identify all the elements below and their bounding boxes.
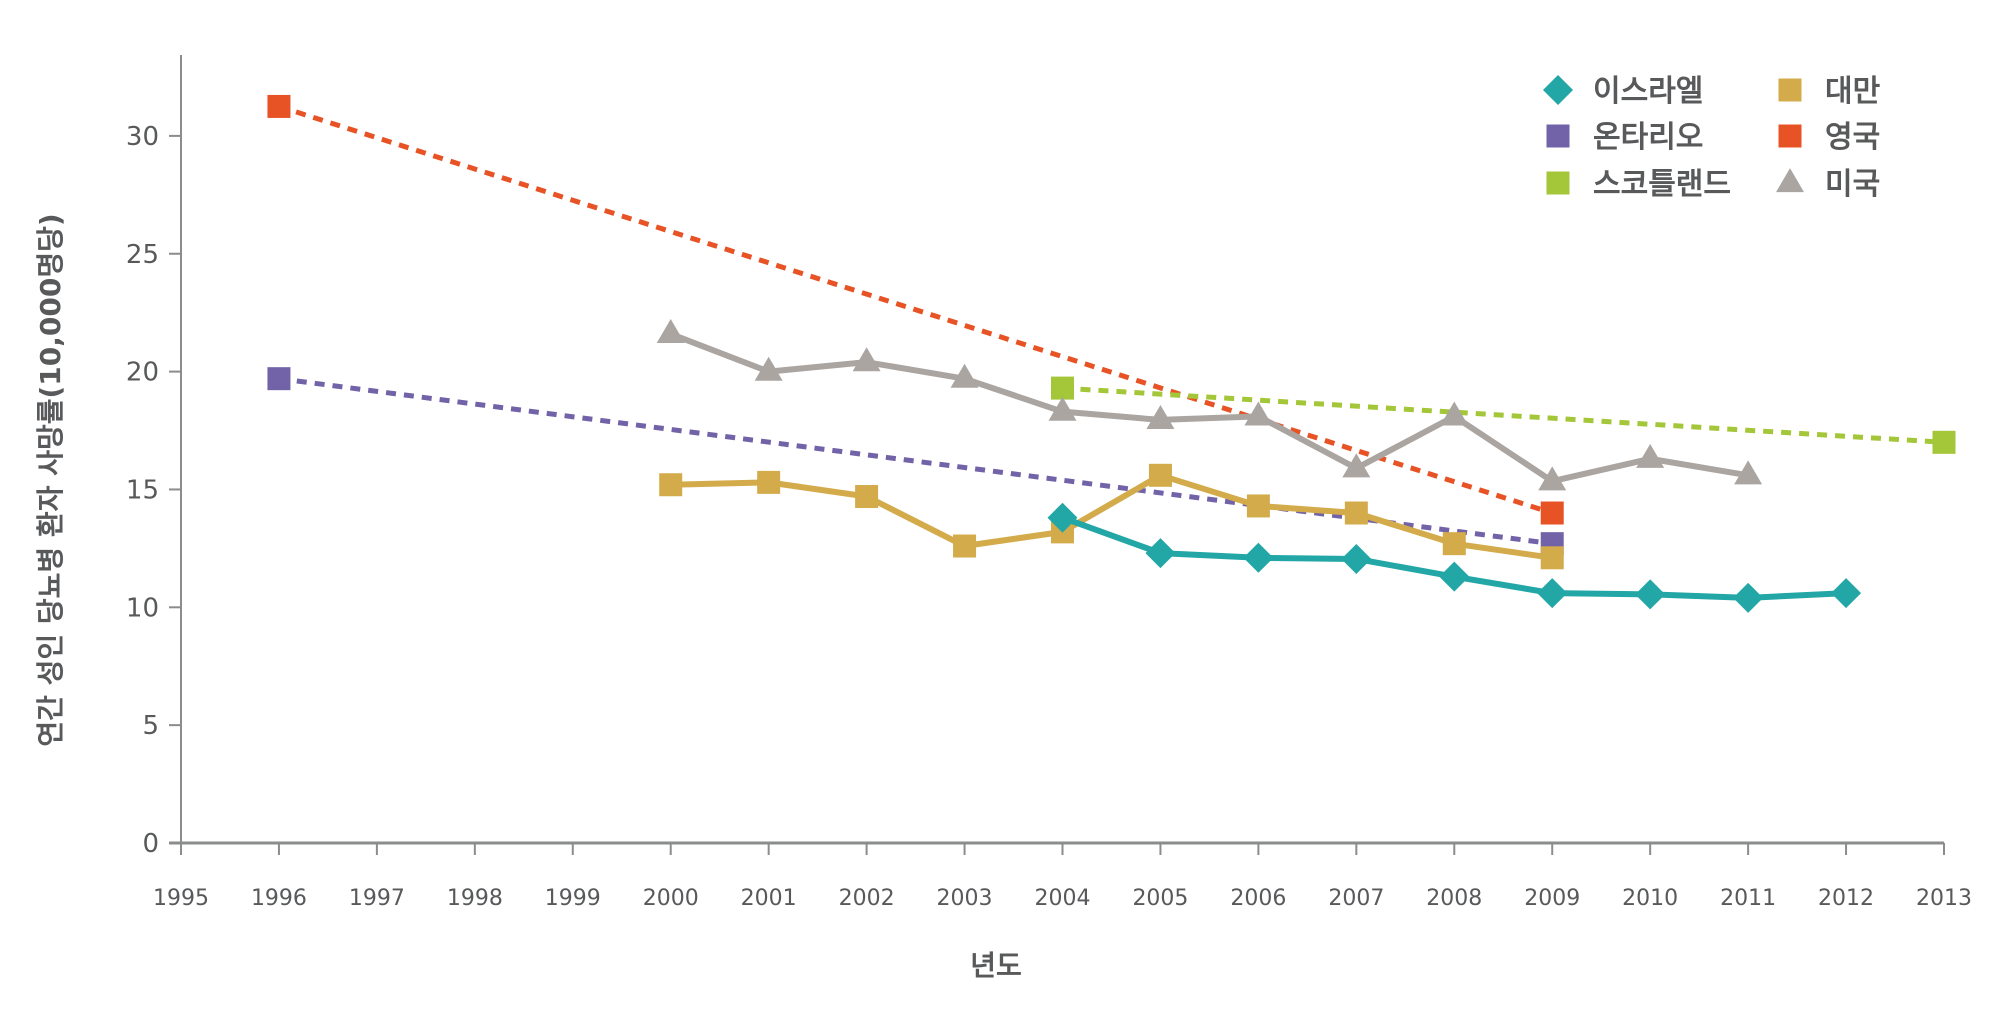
y-tick-label: 0: [142, 829, 159, 859]
data-point: [267, 94, 291, 118]
x-tick-label: 2008: [1426, 886, 1482, 911]
data-point: [757, 470, 781, 494]
x-tick-label: 2009: [1524, 886, 1580, 911]
series-4: [267, 94, 1564, 525]
data-point: [1051, 376, 1074, 400]
y-tick-label: 15: [126, 475, 159, 505]
x-tick-label: 1997: [349, 886, 405, 911]
legend-marker-icon: [1778, 124, 1802, 148]
data-point: [1146, 405, 1175, 430]
legend-item: 온타리오: [1546, 120, 1703, 155]
data-point: [1342, 453, 1371, 478]
x-tick-label: 2005: [1132, 886, 1188, 911]
data-point: [1344, 501, 1368, 525]
data-point: [659, 473, 683, 497]
data-point: [1734, 460, 1763, 485]
x-tick-label: 1995: [153, 886, 209, 911]
legend-item: 이스라엘: [1543, 74, 1703, 109]
legend-item: 미국: [1776, 167, 1880, 202]
legend-item: 스코틀랜드: [1546, 167, 1731, 202]
data-point: [1341, 543, 1372, 574]
x-tick-label: 1996: [251, 886, 307, 911]
y-tick-label: 20: [126, 358, 159, 388]
legend-item: 대만: [1778, 74, 1881, 109]
x-tick-label: 2012: [1818, 886, 1874, 911]
legend-label: 영국: [1825, 120, 1880, 155]
data-point: [1244, 401, 1273, 426]
x-tick-label: 2002: [839, 886, 895, 911]
series-line: [278, 104, 1553, 516]
x-tick-label: 2011: [1720, 886, 1776, 911]
data-point: [1047, 502, 1078, 533]
x-tick-label: 1999: [545, 886, 601, 911]
data-point: [1636, 443, 1665, 468]
data-point: [1048, 396, 1077, 421]
x-tick-label: 2004: [1035, 886, 1091, 911]
data-point: [1831, 578, 1862, 609]
data-point: [1733, 582, 1764, 613]
data-point: [1538, 466, 1567, 491]
data-point: [1540, 546, 1564, 570]
series-3: [659, 463, 1564, 570]
series-2: [1051, 376, 1956, 454]
y-tick-label: 25: [126, 240, 159, 270]
x-axis-title: 년도: [970, 949, 1022, 982]
legend-marker-icon: [1546, 124, 1570, 148]
legend-label: 스코틀랜드: [1593, 167, 1731, 202]
data-point: [1537, 578, 1568, 609]
legend-marker-icon: [1778, 78, 1802, 102]
data-point: [852, 347, 881, 372]
legend-marker-icon: [1546, 171, 1570, 195]
data-point: [267, 367, 291, 391]
data-point: [1442, 532, 1466, 556]
x-tick-label: 2010: [1622, 886, 1678, 911]
data-point: [656, 319, 685, 344]
series-line: [669, 331, 1749, 485]
data-point: [953, 534, 977, 558]
x-tick-label: 2013: [1916, 886, 1972, 911]
data-point: [1246, 494, 1270, 518]
series-5: [656, 319, 1763, 491]
data-point: [1932, 430, 1956, 454]
data-point: [754, 356, 783, 381]
data-point: [1243, 542, 1274, 573]
axes: 0 5 10 15 20 25 30 1995 1996 1997 1998 1999 2000 2001…: [126, 55, 1972, 911]
legend-label: 미국: [1825, 167, 1880, 202]
y-tick-label: 30: [126, 122, 159, 152]
x-tick-label: 2007: [1328, 886, 1384, 911]
data-point: [1635, 579, 1666, 610]
legend-label: 대만: [1825, 74, 1881, 109]
series-line: [278, 376, 1553, 547]
x-tick-label: 2001: [741, 886, 797, 911]
y-axis-title: 연간 성인 당뇨병 환자 사망률(10,000명당): [34, 213, 67, 746]
data-point: [950, 363, 979, 388]
data-point: [1148, 463, 1172, 487]
data-point: [1145, 538, 1176, 569]
data-point: [1439, 561, 1470, 592]
series-line: [1062, 385, 1945, 445]
data-point: [855, 485, 879, 509]
series-0: [1047, 502, 1862, 613]
data-point: [1540, 501, 1564, 525]
data-point: [1440, 401, 1469, 426]
series-line: [670, 472, 1553, 561]
x-tick-label: 1998: [447, 886, 503, 911]
x-tick-label: 2006: [1230, 886, 1286, 911]
legend-marker-icon: [1776, 168, 1804, 193]
y-tick-label: 5: [142, 711, 159, 741]
legend-marker-icon: [1543, 75, 1573, 105]
y-tick-label: 10: [126, 593, 159, 623]
legend-label: 이스라엘: [1593, 74, 1703, 109]
legend-label: 온타리오: [1593, 120, 1703, 155]
x-tick-label: 2003: [937, 886, 993, 911]
legend-item: 영국: [1778, 120, 1880, 155]
series-layer: [267, 94, 1956, 613]
x-tick-label: 2000: [643, 886, 699, 911]
